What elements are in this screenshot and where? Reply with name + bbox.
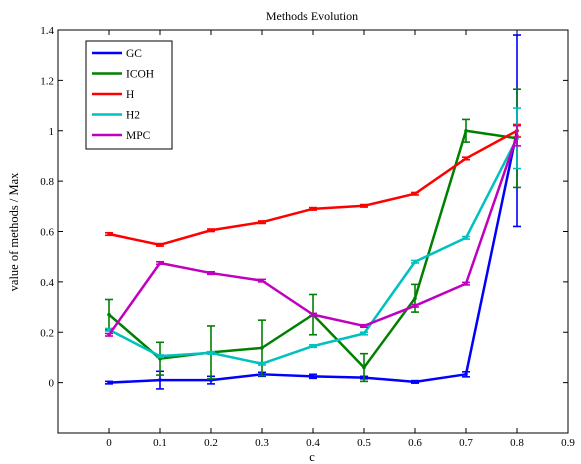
- data-point: [362, 331, 366, 336]
- data-point: [107, 312, 111, 317]
- x-tick-label: 0.8: [510, 437, 524, 449]
- x-tick-label: 0.9: [561, 437, 575, 449]
- data-point: [413, 296, 417, 301]
- data-point: [413, 191, 417, 196]
- series-h: [105, 123, 521, 247]
- data-point: [107, 332, 111, 337]
- data-point: [260, 346, 264, 350]
- y-tick-label: 0.2: [40, 327, 54, 339]
- data-point: [362, 365, 366, 370]
- data-point: [158, 261, 162, 265]
- data-point: [260, 278, 264, 283]
- chart-title: Methods Evolution: [266, 9, 358, 23]
- data-point: [464, 372, 468, 377]
- y-tick-label: 0.4: [40, 277, 54, 289]
- data-point: [158, 354, 162, 358]
- legend-label: H: [126, 89, 134, 101]
- legend-label: GC: [126, 48, 142, 60]
- legend-label: ICOH: [126, 69, 154, 81]
- x-tick-label: 0.6: [408, 437, 422, 449]
- data-point: [311, 374, 315, 379]
- data-point: [311, 312, 315, 317]
- y-tick-label: 0.8: [40, 176, 54, 188]
- data-point: [260, 220, 264, 224]
- data-point: [209, 228, 213, 233]
- data-point: [209, 351, 213, 355]
- y-axis-label: value of methods / Max: [7, 172, 21, 291]
- series-h2: [105, 107, 521, 366]
- data-point: [311, 344, 315, 348]
- data-point: [158, 243, 162, 247]
- data-point: [413, 259, 417, 264]
- series-mpc: [105, 124, 521, 337]
- data-point: [413, 380, 417, 384]
- y-tick-label: 0: [49, 378, 55, 390]
- data-point: [260, 361, 264, 366]
- data-point: [311, 207, 315, 211]
- data-point: [464, 156, 468, 161]
- data-point: [209, 271, 213, 275]
- legend: GC ICOH H H2 MPC: [85, 40, 173, 150]
- x-tick-label: 0: [106, 437, 112, 449]
- data-point: [362, 324, 366, 328]
- y-tick-label: 1: [49, 126, 55, 138]
- data-point: [464, 281, 468, 286]
- y-tick-label: 1.2: [40, 75, 54, 87]
- data-point: [107, 380, 111, 385]
- legend-label: H2: [126, 110, 140, 122]
- data-point: [464, 235, 468, 240]
- data-point: [362, 204, 366, 208]
- data-point: [107, 327, 111, 332]
- legend-label: MPC: [126, 130, 151, 142]
- x-tick-label: 0.5: [357, 437, 371, 449]
- x-tick-label: 0.4: [306, 437, 320, 449]
- x-tick-label: 0.2: [204, 437, 218, 449]
- x-tick-label: 0.7: [459, 437, 473, 449]
- data-point: [464, 128, 468, 133]
- y-tick-label: 1.4: [40, 25, 54, 37]
- x-axis-label: c: [309, 450, 315, 464]
- x-tick-label: 0.1: [153, 437, 167, 449]
- data-point: [158, 378, 162, 382]
- x-tick-label: 0.3: [255, 437, 269, 449]
- y-tick-label: 0.6: [40, 227, 54, 239]
- data-point: [107, 232, 111, 236]
- data-point: [515, 133, 519, 138]
- data-point: [413, 304, 417, 308]
